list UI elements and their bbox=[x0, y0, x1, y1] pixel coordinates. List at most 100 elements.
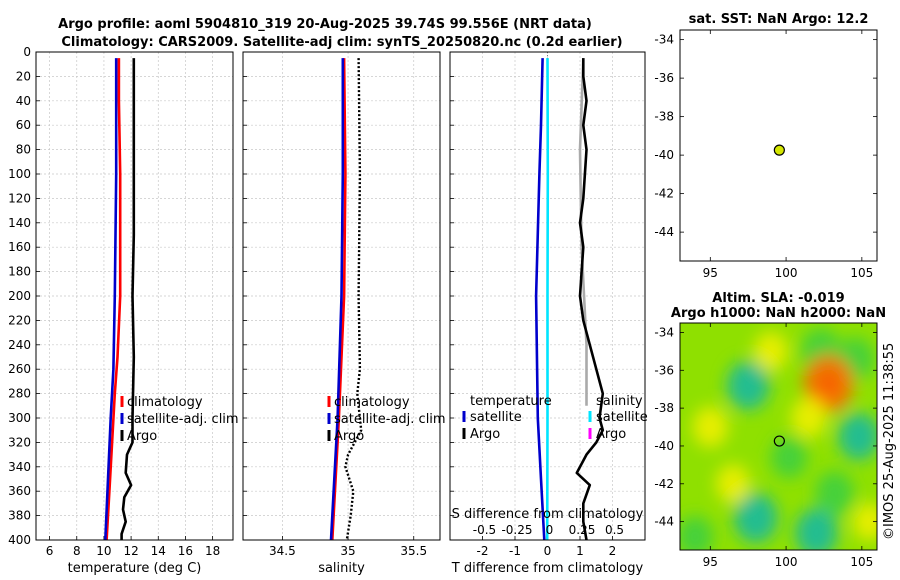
series-line-argo bbox=[120, 58, 136, 540]
y-tick-label: 0 bbox=[23, 45, 31, 59]
series-line-s-argo bbox=[578, 58, 588, 406]
legend-label: Argo bbox=[127, 429, 157, 444]
heatmap-blob bbox=[680, 515, 714, 550]
y-tick-label: 280 bbox=[8, 387, 31, 401]
legend-label: satellite-adj. clim bbox=[334, 412, 446, 427]
y-tick-label: 260 bbox=[8, 362, 31, 376]
y-tick-label: -40 bbox=[654, 148, 674, 162]
series-line-s-satellite bbox=[545, 58, 550, 541]
y-tick-label: 20 bbox=[16, 69, 31, 83]
y-tick-label: 120 bbox=[8, 191, 31, 205]
legend-label: Argo bbox=[596, 427, 626, 442]
heatmap-field bbox=[680, 328, 877, 550]
x-axis-label: T difference from climatology bbox=[451, 561, 644, 576]
x-axis-label: salinity bbox=[318, 561, 365, 576]
y-tick-label: -36 bbox=[654, 71, 674, 85]
y-tick-label: 320 bbox=[8, 435, 31, 449]
axes-frame bbox=[35, 51, 234, 541]
sst-map-panel: -34 -36 -38 -40 -42 -44 95 100 105 sat. SST: NaN … bbox=[654, 12, 878, 280]
legend-salinity-header: salinity bbox=[596, 394, 643, 409]
legend-label: Argo bbox=[470, 427, 500, 442]
series-line-argo bbox=[344, 58, 363, 541]
legend-label: climatology bbox=[334, 395, 410, 410]
x-tick-label: 12 bbox=[123, 544, 138, 558]
heatmap-blob bbox=[770, 436, 808, 479]
x-tick-label: 18 bbox=[205, 544, 220, 558]
temperature-panel: 0 20 40 60 80 100 120 140 160 180 200 220 240 260 280 3… bbox=[8, 45, 239, 576]
heatmap-blob bbox=[753, 331, 788, 371]
map-title: sat. SST: NaN Argo: 12.2 bbox=[689, 12, 869, 27]
x-tick-label: 95 bbox=[703, 555, 718, 569]
x-tick-label: 100 bbox=[775, 555, 798, 569]
y-tick-label: 300 bbox=[8, 411, 31, 425]
legend-label: satellite-adj. clim bbox=[127, 412, 239, 427]
x-tick-label: 35 bbox=[340, 544, 355, 558]
heatmap-blob bbox=[791, 397, 827, 438]
y-tick-label: -34 bbox=[654, 33, 674, 47]
legend-temperature-header: temperature bbox=[470, 394, 552, 409]
y-tick-label: 80 bbox=[16, 143, 31, 157]
map-title: Altim. SLA: -0.019 bbox=[712, 291, 844, 306]
y-tick-label: 380 bbox=[8, 509, 31, 523]
x-tick-label: 16 bbox=[178, 544, 193, 558]
x-tick-label: 1 bbox=[576, 544, 584, 558]
argo-position-marker bbox=[773, 435, 785, 447]
x-tick-label: 35.5 bbox=[400, 544, 427, 558]
axes-frame bbox=[449, 51, 646, 541]
x-tick-label: 6 bbox=[46, 544, 54, 558]
heatmap-blob bbox=[726, 361, 770, 410]
x-tick-label: 14 bbox=[151, 544, 166, 558]
series-line-t-satellite bbox=[534, 58, 546, 541]
y-tick-label: 240 bbox=[8, 338, 31, 352]
legend-label: Argo bbox=[334, 429, 364, 444]
x2-tick-label: -0.5 bbox=[473, 523, 496, 537]
sla-map-panel: -34 -36 -38 -40 -42 -44 95 100 105 Altim. SLA: -0… bbox=[654, 291, 886, 569]
series-line-climatology bbox=[105, 58, 122, 541]
heatmap-blob bbox=[815, 470, 854, 516]
x-tick-label: 34.5 bbox=[269, 544, 296, 558]
imos-watermark: ©IMOS 25-Aug-2025 11:38:55 bbox=[882, 343, 897, 540]
x-tick-label: -1 bbox=[509, 544, 521, 558]
x2-tick-label: 0.25 bbox=[569, 523, 596, 537]
y-tick-label: 220 bbox=[8, 313, 31, 327]
axes-frame bbox=[679, 29, 878, 262]
y-tick-label: 100 bbox=[8, 167, 31, 181]
map-subtitle: Argo h1000: NaN h2000: NaN bbox=[671, 306, 886, 321]
x-tick-label: 0 bbox=[544, 544, 552, 558]
x2-tick-label: -0.25 bbox=[501, 523, 532, 537]
y-tick-label: 140 bbox=[8, 216, 31, 230]
y-tick-label: -36 bbox=[654, 363, 674, 377]
y-tick-label: 180 bbox=[8, 265, 31, 279]
y-tick-label: -42 bbox=[654, 477, 674, 491]
y-tick-label: 360 bbox=[8, 484, 31, 498]
x-tick-label: 2 bbox=[609, 544, 617, 558]
x-tick-label: 100 bbox=[775, 266, 798, 280]
legend-label: satellite bbox=[470, 410, 522, 425]
x2-tick-label: 0.5 bbox=[605, 523, 624, 537]
y-tick-label: 400 bbox=[8, 533, 31, 547]
y-tick-label: -44 bbox=[654, 225, 674, 239]
heatmap-blob-core bbox=[822, 377, 835, 390]
x-tick-label: 105 bbox=[850, 266, 873, 280]
x-tick-label: 8 bbox=[73, 544, 81, 558]
figure-title-line1: Argo profile: aoml 5904810_319 20-Aug-20… bbox=[58, 17, 592, 32]
series-line-satellite-adj-clim bbox=[104, 58, 118, 541]
x2-tick-label: 0 bbox=[546, 523, 554, 537]
salinity-panel: 34.5 35 35.5 salinity climatology satellite-a… bbox=[242, 51, 446, 576]
x-tick-label: 95 bbox=[703, 266, 718, 280]
series-line-t-argo bbox=[575, 58, 605, 541]
legend-label: climatology bbox=[127, 395, 203, 410]
axes-frame bbox=[679, 322, 878, 551]
y-tick-label: 160 bbox=[8, 240, 31, 254]
axes-frame bbox=[242, 51, 441, 541]
x-axis-label: temperature (deg C) bbox=[68, 561, 202, 576]
heatmap-blobs bbox=[680, 328, 877, 550]
x-tick-label: -2 bbox=[477, 544, 489, 558]
argo-position-marker bbox=[773, 144, 785, 156]
heatmap-blob bbox=[733, 492, 778, 543]
y-tick-label: -44 bbox=[654, 515, 674, 529]
difference-panel: -2 -1 0 1 2 T difference from climatology temp… bbox=[449, 51, 648, 576]
y-tick-label: 60 bbox=[16, 118, 31, 132]
y-tick-label: -34 bbox=[654, 325, 674, 339]
